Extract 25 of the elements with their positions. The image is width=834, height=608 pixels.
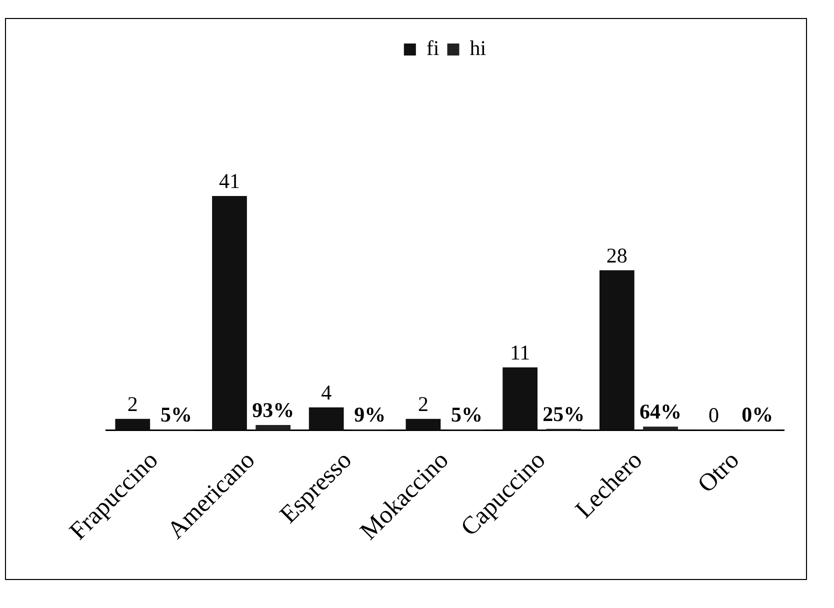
- bar: [599, 270, 634, 430]
- data-label: 0%: [742, 402, 774, 427]
- data-label: 41: [218, 169, 240, 194]
- bar: [256, 424, 291, 430]
- legend-label: fi: [426, 36, 440, 60]
- bar: [115, 418, 150, 430]
- x-tick-label: Otro: [692, 446, 744, 498]
- data-label: 5%: [160, 402, 192, 427]
- data-label: 11: [510, 340, 530, 364]
- data-label: 0: [708, 402, 720, 427]
- bar: [308, 407, 344, 430]
- data-label: 5%: [451, 402, 483, 427]
- data-label: 4: [321, 380, 332, 404]
- data-label: 64%: [640, 400, 682, 424]
- data-label: 2: [127, 392, 138, 416]
- data-label: 2: [418, 392, 428, 416]
- data-label: 25%: [542, 402, 585, 426]
- data-label: 93%: [252, 398, 294, 422]
- legend-label: hi: [470, 36, 486, 60]
- bar: [406, 418, 441, 430]
- bar: [502, 367, 538, 430]
- bar: [212, 196, 247, 430]
- bar: [643, 426, 678, 430]
- data-label: 28: [606, 243, 628, 268]
- data-label: 9%: [354, 402, 386, 427]
